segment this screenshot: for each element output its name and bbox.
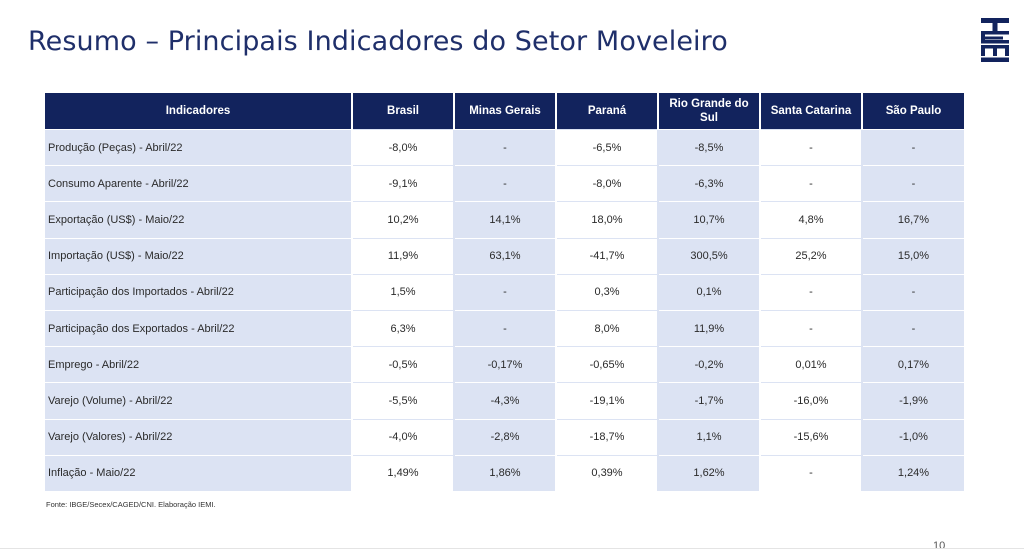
source-note: Fonte: IBGE/Secex/CAGED/CNI. Elaboração … [46,500,216,509]
header-santa-catarina: Santa Catarina [760,93,863,130]
table-cell: -16,0% [760,382,863,419]
header-brasil: Brasil [352,93,455,130]
header-parana: Paraná [556,93,659,130]
table-cell: -9,1% [352,165,455,202]
row-label: Inflação - Maio/22 [45,454,353,491]
table-cell: 6,3% [352,309,455,347]
table-cell: -4,0% [352,418,455,456]
table-row: Varejo (Valores) - Abril/22 -4,0% -2,8% -18… [45,418,964,456]
table-row: Participação dos Importados - Abril/22 1,… [45,273,964,311]
table-cell: -1,7% [658,382,761,419]
table-cell: 1,49% [352,454,455,491]
table-cell: -6,5% [556,128,659,166]
table-cell: - [454,273,557,311]
header-sao-paulo: São Paulo [862,93,964,130]
iemi-logo [981,18,1009,62]
table-cell: 10,2% [352,201,455,239]
table-cell: -2,8% [454,418,557,456]
table-cell: - [454,165,557,202]
indicators-table: Indicadores Brasil Minas Gerais Paraná R… [45,93,964,491]
table-cell: 4,8% [760,201,863,239]
table-cell: -0,2% [658,346,761,383]
page-number: 10 [933,540,946,552]
table-header-row: Indicadores Brasil Minas Gerais Paraná R… [45,93,964,130]
table-cell: 14,1% [454,201,557,239]
table-cell: - [862,128,964,166]
table-cell: -41,7% [556,237,659,275]
table-cell: 1,24% [862,454,964,491]
table-cell: -8,5% [658,128,761,166]
table-cell: 1,1% [658,418,761,456]
table-row: Emprego - Abril/22 -0,5% -0,17% -0,65% -0,2%… [45,346,964,383]
table-cell: 300,5% [658,237,761,275]
table-row: Exportação (US$) - Maio/22 10,2% 14,1% 18,0… [45,201,964,239]
row-label: Varejo (Valores) - Abril/22 [45,418,353,456]
table-cell: 1,5% [352,273,455,311]
table-cell: -18,7% [556,418,659,456]
table-cell: -6,3% [658,165,761,202]
table-cell: 1,86% [454,454,557,491]
table-cell: -5,5% [352,382,455,419]
table-cell: - [760,309,863,347]
table-cell: 63,1% [454,237,557,275]
row-label: Varejo (Volume) - Abril/22 [45,382,353,419]
row-label: Consumo Aparente - Abril/22 [45,165,353,202]
table-cell: - [760,165,863,202]
row-label: Participação dos Exportados - Abril/22 [45,309,353,347]
table-row: Importação (US$) - Maio/22 11,9% 63,1% -41,… [45,237,964,275]
table-cell: 0,39% [556,454,659,491]
table-cell: 16,7% [862,201,964,239]
table-row: Consumo Aparente - Abril/22 -9,1% - -8,0% -6… [45,165,964,202]
table-cell: 0,3% [556,273,659,311]
table-cell: 8,0% [556,309,659,347]
table-cell: - [862,165,964,202]
row-label: Exportação (US$) - Maio/22 [45,201,353,239]
table-cell: -8,0% [352,128,455,166]
row-label: Emprego - Abril/22 [45,346,353,383]
footer-divider [0,548,1024,549]
table-cell: -8,0% [556,165,659,202]
table-cell: - [760,273,863,311]
row-label: Participação dos Importados - Abril/22 [45,273,353,311]
table-cell: -4,3% [454,382,557,419]
table-cell: 0,17% [862,346,964,383]
table-cell: -0,17% [454,346,557,383]
table-row: Varejo (Volume) - Abril/22 -5,5% -4,3% -19,… [45,382,964,419]
table-cell: 0,01% [760,346,863,383]
row-label: Importação (US$) - Maio/22 [45,237,353,275]
table-cell: - [862,309,964,347]
header-rio-grande-do-sul: Rio Grande do Sul [658,93,761,130]
table-cell: -1,9% [862,382,964,419]
table-cell: - [862,273,964,311]
table-cell: - [454,128,557,166]
table-cell: 10,7% [658,201,761,239]
table-cell: - [760,454,863,491]
table-cell: 18,0% [556,201,659,239]
table-cell: -15,6% [760,418,863,456]
header-minas-gerais: Minas Gerais [454,93,557,130]
table-cell: 1,62% [658,454,761,491]
row-label: Produção (Peças) - Abril/22 [45,128,353,166]
table-row: Produção (Peças) - Abril/22 -8,0% - -6,5% -8… [45,128,964,166]
table-cell: -19,1% [556,382,659,419]
table-cell: -1,0% [862,418,964,456]
table-cell: 15,0% [862,237,964,275]
table-cell: -0,5% [352,346,455,383]
table-cell: - [454,309,557,347]
table-cell: 11,9% [352,237,455,275]
table-cell: 0,1% [658,273,761,311]
header-indicadores: Indicadores [45,93,353,130]
page-title: Resumo – Principais Indicadores do Setor… [28,26,728,57]
table-cell: -0,65% [556,346,659,383]
table-cell: 11,9% [658,309,761,347]
table-cell: 25,2% [760,237,863,275]
table-cell: - [760,128,863,166]
table-row: Participação dos Exportados - Abril/22 6,… [45,309,964,347]
indicators-table-wrap: Indicadores Brasil Minas Gerais Paraná R… [45,93,964,491]
table-row: Inflação - Maio/22 1,49% 1,86% 0,39% 1,62% -1… [45,454,964,491]
